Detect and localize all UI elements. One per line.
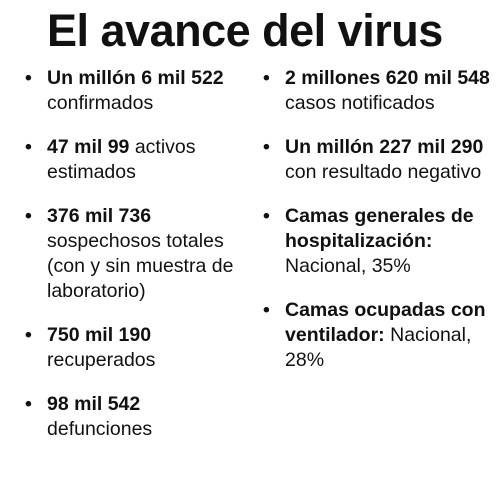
item-label: sospechosos totales (con y sin muestra d… (47, 230, 234, 302)
item-label: confirmados (47, 92, 154, 114)
item-label: defunciones (47, 418, 153, 440)
item-label: con resultado negativo (285, 161, 482, 183)
item-value: 2 millones 620 mil 548 (285, 67, 490, 89)
item-value: 98 mil 542 (47, 393, 141, 415)
item-value: 376 mil 736 (47, 205, 152, 227)
item-label: Nacional, 28% (285, 324, 472, 371)
bullet-icon: • (263, 67, 270, 89)
item-label: activos estimados (47, 136, 196, 183)
bullet-icon: • (25, 324, 32, 346)
list-item-confirmados: • Un millón 6 mil 522 confirmados (20, 66, 245, 116)
item-label: recuperados (47, 349, 156, 371)
item-value: 47 mil 99 (47, 136, 130, 158)
list-item-defunciones: • 98 mil 542 defunciones (20, 392, 245, 442)
bullet-icon: • (263, 205, 270, 227)
bullet-icon: • (263, 136, 270, 158)
list-item-negativos: • Un millón 227 mil 290 con resultado ne… (258, 135, 493, 185)
list-item-camas-generales: • Camas generales de hospitalización: Na… (258, 204, 493, 279)
list-item-sospechosos: • 376 mil 736 sospechosos totales (con y… (20, 204, 245, 304)
item-value: 750 mil 190 (47, 324, 152, 346)
item-label: Nacional, 35% (285, 255, 411, 277)
left-column-list: • Un millón 6 mil 522 confirmados • 47 m… (20, 66, 245, 461)
list-item-camas-ventilador: • Camas ocupadas con ventilador: Naciona… (258, 298, 493, 373)
page-title: El avance del virus (47, 5, 443, 56)
bullet-icon: • (25, 205, 32, 227)
item-value: Camas ocupadas con ventilador: (285, 299, 486, 346)
item-value: Un millón 227 mil 290 (285, 136, 484, 158)
bullet-icon: • (25, 136, 32, 158)
list-item-recuperados: • 750 mil 190 recuperados (20, 323, 245, 373)
bullet-icon: • (25, 393, 32, 415)
list-item-notificados: • 2 millones 620 mil 548 casos notificad… (258, 66, 493, 116)
right-column-list: • 2 millones 620 mil 548 casos notificad… (258, 66, 493, 392)
list-item-activos: • 47 mil 99 activos estimados (20, 135, 245, 185)
item-value: Un millón 6 mil 522 (47, 67, 224, 89)
item-label: casos notificados (285, 92, 435, 114)
bullet-icon: • (263, 299, 270, 321)
bullet-icon: • (25, 67, 32, 89)
item-value: Camas generales de hospitalización: (285, 205, 474, 252)
